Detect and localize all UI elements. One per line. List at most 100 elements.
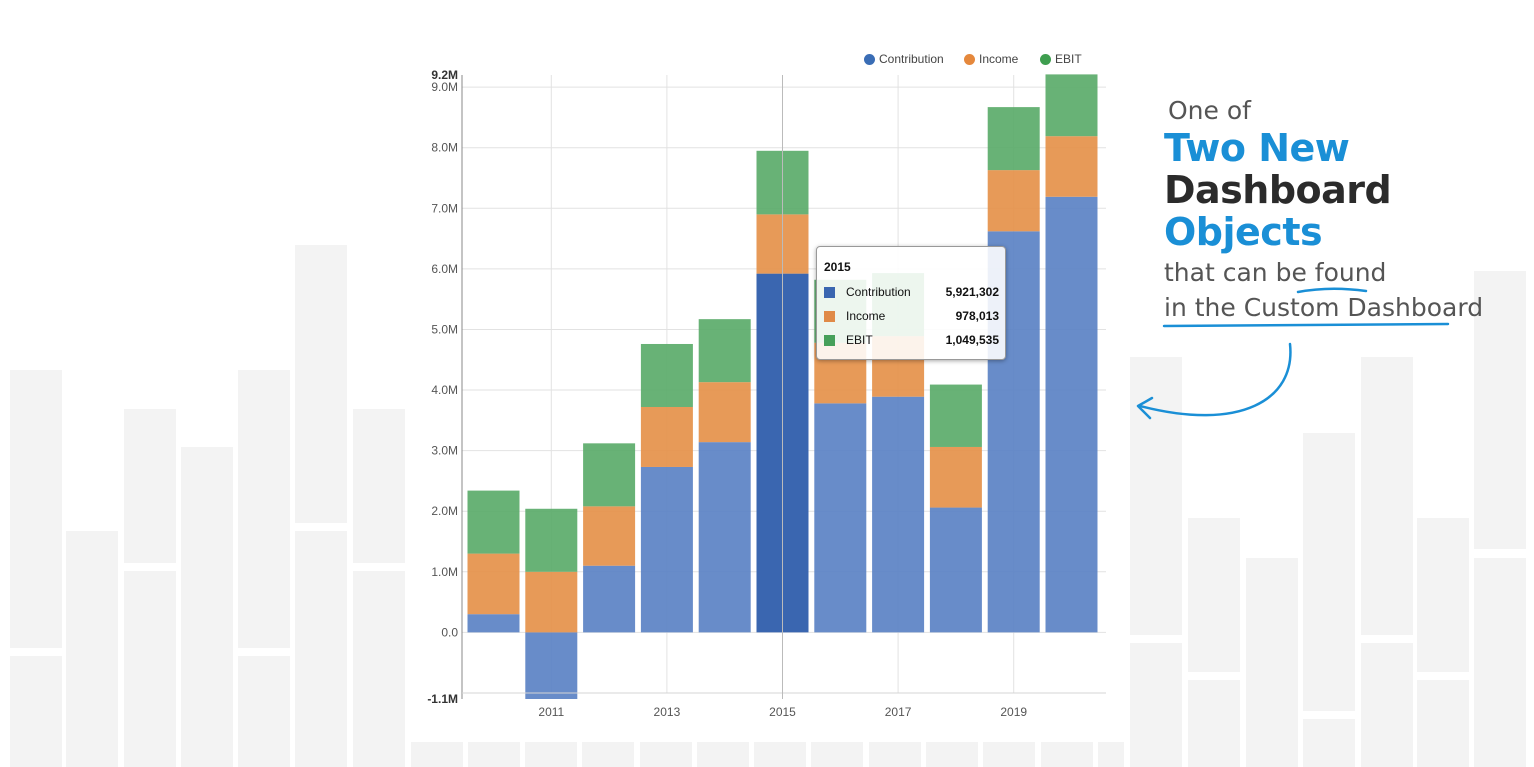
legend-dot-contribution [864,53,875,65]
y-tick-label: 1.0M [431,565,458,579]
y-tick-label: 7.0M [431,201,458,215]
background-block [983,742,1035,767]
background-block [1361,357,1413,635]
background-block [1098,742,1124,767]
legend-item-ebit[interactable]: EBIT [1040,52,1082,66]
legend-item-contribution[interactable]: Contribution [864,52,944,66]
tooltip-value-contribution: 5,921,302 [945,285,999,299]
bar-contribution-2013[interactable] [640,466,693,633]
tooltip-value-ebit: 1,049,535 [945,333,999,347]
background-block [1246,558,1298,767]
legend-label-ebit: EBIT [1055,52,1082,66]
bar-ebit-2013[interactable] [640,343,693,407]
bar-contribution-2010[interactable] [467,614,520,633]
background-block [238,370,290,648]
y-tick-label: 6.0M [431,262,458,276]
bar-income-2011[interactable] [525,571,578,633]
background-block [66,531,118,767]
bar-ebit-2018[interactable] [929,384,982,447]
bar-contribution-2014[interactable] [698,442,751,633]
background-block [353,571,405,767]
bar-income-2018[interactable] [929,446,982,508]
y-tick-label: 4.0M [431,383,458,397]
tooltip-swatch-contribution [824,286,835,298]
y-max-label: 9.2M [431,68,458,82]
background-block [353,409,405,563]
bar-contribution-2016[interactable] [814,403,867,633]
background-block [124,409,176,563]
bar-income-2020[interactable] [1045,136,1098,197]
y-min-label: -1.1M [427,692,458,706]
promo-line-custom-dashboard: in the Custom Dashboard [1164,293,1484,322]
x-tick-label: 2013 [654,705,681,719]
background-block [582,742,634,767]
background-block [869,742,921,767]
y-tick-label: 5.0M [431,322,458,336]
tooltip-label-contribution: Contribution [846,285,911,299]
x-tick-label: 2019 [1000,705,1027,719]
x-tick-label: 2017 [885,705,912,719]
background-block [1474,271,1526,549]
y-tick-label: 2.0M [431,504,458,518]
background-block [1188,518,1240,672]
background-block [811,742,863,767]
bar-ebit-2014[interactable] [698,319,751,383]
bar-income-2019[interactable] [987,170,1040,232]
background-block [10,370,62,648]
bar-ebit-2019[interactable] [987,107,1040,171]
background-block [1361,643,1413,767]
tooltip-title: 2015 [824,260,851,274]
bar-ebit-2012[interactable] [583,443,636,507]
background-block [1188,680,1240,767]
legend-label-contribution: Contribution [879,52,944,66]
background-block [640,742,692,767]
promo-line-objects: Objects [1164,210,1323,254]
background-block [181,733,233,767]
background-block [295,245,347,523]
bar-contribution-2018[interactable] [929,507,982,633]
chart-axes: 0.01.0M2.0M3.0M4.0M5.0M6.0M7.0M8.0M9.0M9… [427,68,1106,719]
tooltip-label-income: Income [846,309,886,323]
y-tick-label: 8.0M [431,141,458,155]
background-block [1130,643,1182,767]
x-tick-label: 2011 [538,705,564,719]
bar-income-2010[interactable] [467,553,520,615]
background-block [926,742,978,767]
tooltip-label-ebit: EBIT [846,333,873,347]
background-block [1417,680,1469,767]
background-block [1303,719,1355,767]
bar-ebit-2020[interactable] [1045,74,1098,137]
legend-dot-ebit [1040,53,1051,65]
background-block [697,742,749,767]
x-tick-label: 2015 [769,705,796,719]
background-block [1474,558,1526,767]
bar-ebit-2011[interactable] [525,508,578,572]
background-block [468,742,520,767]
background-block [10,656,62,767]
y-tick-label: 9.0M [431,80,458,94]
tooltip-row-ebit: EBIT 1,049,535 [824,332,999,348]
bar-income-2014[interactable] [698,382,751,443]
legend-item-income[interactable]: Income [964,52,1018,66]
background-block [181,447,233,767]
bar-income-2012[interactable] [583,506,636,566]
legend-label-income: Income [979,52,1019,66]
bar-contribution-2017[interactable] [872,396,925,633]
background-block [1041,742,1093,767]
background-block [124,571,176,767]
bar-contribution-2011[interactable] [525,632,578,699]
promo-line-found: that can be found [1164,258,1387,287]
tooltip-swatch-income [824,310,835,322]
tooltip-row-income: Income 978,013 [824,308,999,324]
bar-contribution-2012[interactable] [583,565,636,633]
promo-line-one-of: One of [1168,96,1251,125]
promo-line-two-new: Two New [1164,126,1350,170]
bar-contribution-2020[interactable] [1045,196,1098,633]
tooltip-row-contribution: Contribution 5,921,302 [824,284,999,300]
bar-income-2013[interactable] [640,406,693,467]
background-block [1417,518,1469,672]
bar-ebit-2010[interactable] [467,490,520,554]
background-block [525,742,577,767]
